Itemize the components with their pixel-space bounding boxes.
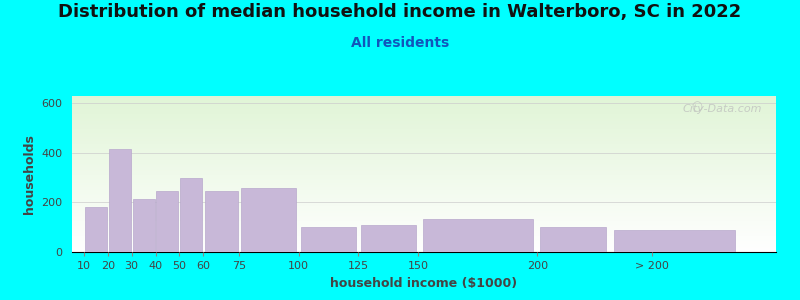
- Bar: [180, 178, 202, 252]
- Text: ○: ○: [691, 101, 702, 114]
- Text: City-Data.com: City-Data.com: [682, 104, 762, 114]
- Bar: [301, 227, 356, 252]
- Bar: [540, 227, 606, 252]
- Bar: [205, 191, 238, 252]
- Text: Distribution of median household income in Walterboro, SC in 2022: Distribution of median household income …: [58, 3, 742, 21]
- X-axis label: household income ($1000): household income ($1000): [330, 277, 518, 290]
- Bar: [423, 219, 533, 252]
- Bar: [133, 199, 154, 252]
- Bar: [85, 207, 107, 252]
- Bar: [242, 188, 296, 252]
- Bar: [361, 225, 416, 252]
- Bar: [614, 230, 735, 252]
- Bar: [157, 191, 178, 252]
- Bar: [109, 149, 130, 252]
- Y-axis label: households: households: [22, 134, 35, 214]
- Text: All residents: All residents: [351, 36, 449, 50]
